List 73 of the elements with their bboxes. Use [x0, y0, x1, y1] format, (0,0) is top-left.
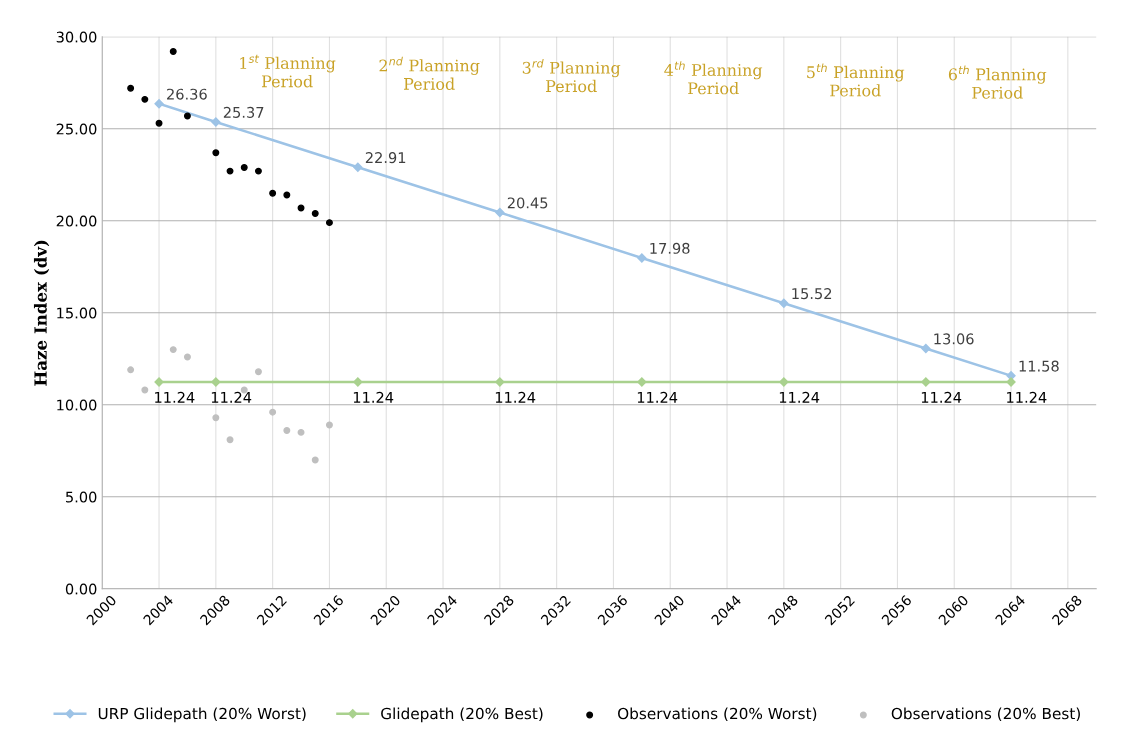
data-label: 26.36	[167, 88, 207, 100]
point	[297, 204, 305, 212]
point	[495, 377, 505, 387]
point	[297, 428, 305, 436]
data-label: 11.24	[353, 391, 394, 403]
data-label: 20.45	[507, 197, 548, 209]
point	[283, 191, 291, 199]
legend-label: URP Glidepath (20% Worst)	[98, 707, 306, 723]
data-label: 11.24	[211, 391, 252, 403]
point	[211, 377, 221, 387]
annotation: 5$^{th}$ Planning Period	[807, 63, 905, 97]
point	[226, 167, 234, 175]
point	[269, 408, 277, 416]
y-axis-title: Haze Index (dv)	[33, 240, 50, 386]
data-label: 11.24	[1007, 391, 1047, 403]
annotation: 6$^{th}$ Planning Period	[948, 65, 1047, 99]
point	[325, 219, 333, 227]
annotation: 3$^{rd}$ Planning Period	[522, 58, 621, 93]
point	[495, 207, 505, 218]
point	[141, 95, 149, 103]
point	[254, 368, 262, 376]
point	[779, 377, 789, 387]
data-label: 11.24	[637, 391, 678, 403]
data-label: 13.06	[934, 333, 974, 345]
point	[311, 209, 319, 217]
point	[226, 436, 234, 444]
data-label: 11.58	[1019, 360, 1059, 372]
data-label: 22.91	[365, 152, 406, 164]
point	[212, 149, 220, 157]
y-tick-label: 15.00	[57, 307, 97, 319]
y-tick-label: 5.00	[66, 491, 97, 503]
point	[637, 377, 647, 387]
data-label: 11.24	[155, 391, 195, 403]
annotation: 4$^{th}$ Planning Period	[664, 61, 763, 95]
point	[169, 48, 177, 55]
data-label: 11.24	[495, 391, 536, 403]
data-label: 25.37	[223, 106, 264, 118]
point	[353, 162, 363, 172]
point	[212, 414, 220, 422]
point	[141, 386, 149, 394]
point	[353, 377, 363, 387]
point	[921, 377, 931, 387]
data-label: 15.52	[792, 288, 832, 300]
y-tick-label: 20.00	[56, 215, 97, 227]
point	[921, 343, 931, 354]
y-tick-label: 0.00	[65, 583, 97, 595]
point	[155, 119, 163, 127]
point	[127, 84, 135, 92]
legend-label: Observations (20% Best)	[891, 707, 1080, 722]
data-label: 11.24	[779, 391, 820, 403]
annotation: 1$^{st}$ Planning Period	[240, 54, 336, 88]
point	[283, 427, 291, 435]
point	[325, 421, 333, 429]
point	[127, 366, 135, 374]
point	[183, 112, 191, 120]
point	[269, 189, 277, 197]
point	[240, 163, 248, 171]
point	[311, 456, 319, 464]
point	[211, 117, 221, 127]
legend-label: Observations (20% Worst)	[618, 707, 817, 722]
annotation: 2$^{nd}$ Planning Period	[379, 56, 480, 90]
legend-label: Glidepath (20% Best)	[381, 707, 543, 723]
point	[154, 99, 164, 109]
y-tick-label: 10.00	[57, 399, 97, 411]
point	[779, 298, 789, 308]
point	[254, 167, 262, 175]
y-tick-label: 30.00	[56, 31, 97, 43]
point	[637, 253, 647, 263]
point	[183, 353, 191, 361]
data-label: 17.98	[650, 242, 690, 254]
data-label: 11.24	[921, 391, 962, 403]
point	[169, 346, 177, 354]
y-tick-label: 25.00	[56, 123, 97, 135]
